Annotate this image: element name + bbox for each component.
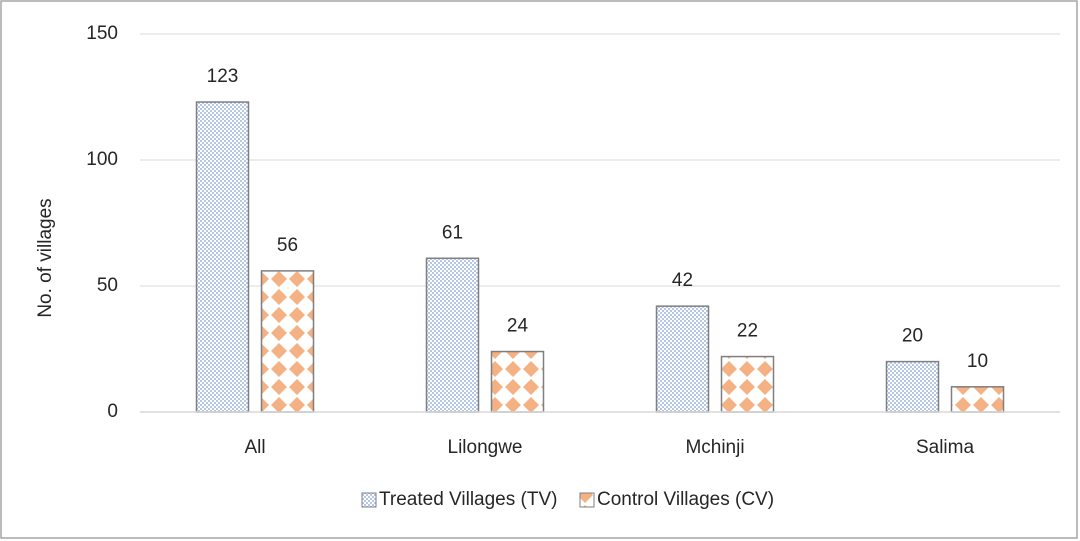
bar xyxy=(720,355,775,413)
data-label: 10 xyxy=(967,351,988,372)
legend-label: Control Villages (CV) xyxy=(597,489,774,510)
x-tick-label: Lilongwe xyxy=(448,437,523,458)
x-tick-label: Salima xyxy=(916,437,975,458)
data-label: 42 xyxy=(672,270,693,291)
bar xyxy=(950,386,1005,413)
bar xyxy=(490,350,545,413)
data-label: 22 xyxy=(737,321,758,342)
legend-swatch xyxy=(361,492,377,508)
x-tick-label: All xyxy=(244,437,265,458)
y-tick-label: 0 xyxy=(107,401,118,422)
data-label: 20 xyxy=(902,326,923,347)
y-tick-label: 100 xyxy=(86,149,118,170)
data-label: 24 xyxy=(507,316,529,337)
bar xyxy=(655,305,710,413)
y-tick-label: 50 xyxy=(97,275,118,296)
data-label: 56 xyxy=(277,235,298,256)
y-tick-label: 150 xyxy=(86,23,118,44)
x-tick-label: Mchinji xyxy=(685,437,744,458)
data-label: 123 xyxy=(207,66,239,87)
bar xyxy=(425,257,480,413)
bar xyxy=(260,270,315,413)
bar xyxy=(885,360,940,413)
legend-label: Treated Villages (TV) xyxy=(379,489,557,510)
bar xyxy=(195,101,250,413)
data-label: 61 xyxy=(442,222,463,243)
legend-swatch xyxy=(579,492,595,508)
y-axis-label: No. of villages xyxy=(35,198,56,317)
